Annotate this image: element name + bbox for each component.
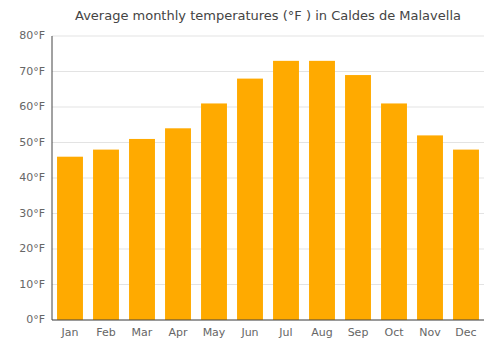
- bars: [57, 61, 479, 320]
- y-tick-label: 70°F: [19, 65, 45, 78]
- grid-line: [52, 320, 484, 321]
- x-tick-label: Oct: [384, 326, 404, 339]
- bar: [273, 61, 299, 320]
- bar: [165, 128, 191, 320]
- x-tick-label: Mar: [132, 326, 153, 339]
- x-tick-label: Nov: [419, 326, 441, 339]
- title: Average monthly temperatures (°F ) in Ca…: [75, 8, 461, 23]
- x-tick-label: Aug: [311, 326, 332, 339]
- bar: [57, 157, 83, 320]
- bar: [309, 61, 335, 320]
- y-axis: 0°F 10°F 20°F 30°F 40°F 50°F 60°F 70°F 80°F: [19, 29, 45, 326]
- grid-line: [52, 71, 484, 72]
- chart: 0°F 10°F 20°F 30°F 40°F 50°F 60°F 70°F 80°F Jan Fe…: [0, 0, 500, 350]
- bar: [93, 150, 119, 320]
- x-tick-label: May: [203, 326, 226, 339]
- x-axis-line: [52, 320, 484, 321]
- y-tick-label: 50°F: [19, 136, 45, 149]
- chart-container: 0°F 10°F 20°F 30°F 40°F 50°F 60°F 70°F 80°F Jan Fe…: [0, 0, 500, 350]
- bar: [201, 103, 227, 320]
- bar: [345, 75, 371, 320]
- axes: [52, 36, 484, 320]
- bar: [129, 139, 155, 320]
- bar: [237, 79, 263, 320]
- x-tick-label: Dec: [455, 326, 476, 339]
- grid-line: [52, 107, 484, 108]
- y-tick-label: 20°F: [19, 242, 45, 255]
- bar: [453, 150, 479, 320]
- y-tick-label: 80°F: [19, 29, 45, 42]
- grid: [52, 36, 484, 320]
- y-tick-label: 60°F: [19, 100, 45, 113]
- y-tick-label: 40°F: [19, 171, 45, 184]
- x-tick-label: Jun: [240, 326, 258, 339]
- grid-line: [52, 36, 484, 37]
- bar: [381, 103, 407, 320]
- x-tick-label: Sep: [348, 326, 369, 339]
- x-tick-label: Jan: [61, 326, 79, 339]
- x-tick-label: Feb: [96, 326, 115, 339]
- x-tick-label: Jul: [278, 326, 292, 339]
- y-axis-line: [52, 36, 53, 320]
- x-axis: Jan Feb Mar Apr May Jun Jul Aug Sep Oct Nov Dec: [61, 326, 477, 339]
- y-tick-label: 0°F: [26, 313, 45, 326]
- y-tick-label: 30°F: [19, 207, 45, 220]
- x-tick-label: Apr: [168, 326, 188, 339]
- bar: [417, 135, 443, 320]
- y-tick-label: 10°F: [19, 278, 45, 291]
